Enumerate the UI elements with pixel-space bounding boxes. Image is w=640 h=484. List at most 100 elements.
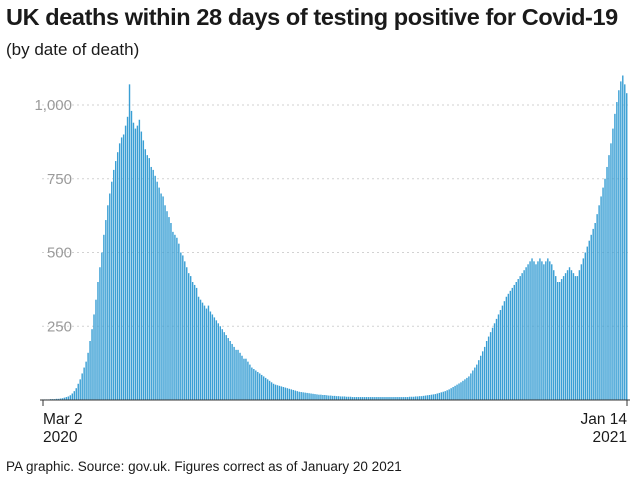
bar xyxy=(369,397,371,400)
bar xyxy=(341,396,344,400)
bar xyxy=(189,276,192,400)
bar xyxy=(116,152,119,400)
bar xyxy=(231,343,233,400)
bar xyxy=(551,264,553,400)
bar xyxy=(124,125,127,401)
bar xyxy=(590,234,592,400)
bar xyxy=(120,137,123,400)
bar xyxy=(503,301,506,400)
bar xyxy=(549,261,551,400)
bar xyxy=(626,93,628,400)
bar xyxy=(140,131,143,401)
bar xyxy=(478,360,480,400)
bar xyxy=(261,374,263,400)
bar xyxy=(568,267,571,400)
bar xyxy=(391,397,393,400)
bar xyxy=(73,391,75,400)
bar xyxy=(387,397,389,400)
bar xyxy=(247,361,249,400)
bar xyxy=(476,364,478,400)
bar xyxy=(497,314,500,400)
bar xyxy=(470,373,472,400)
bar xyxy=(343,396,346,400)
bar xyxy=(624,84,626,400)
bar xyxy=(79,379,81,400)
bar xyxy=(332,395,334,400)
bar xyxy=(146,155,148,400)
bar xyxy=(566,270,569,400)
bar xyxy=(359,397,362,400)
bar xyxy=(618,90,620,400)
bar xyxy=(509,290,512,400)
bar xyxy=(448,389,450,400)
bar xyxy=(547,258,549,400)
bar xyxy=(606,166,608,400)
bar xyxy=(207,305,210,400)
bar xyxy=(373,397,375,400)
bar xyxy=(422,395,425,400)
bar xyxy=(126,116,129,401)
bar xyxy=(176,237,178,400)
bar xyxy=(371,397,373,400)
bar xyxy=(527,264,529,400)
bar xyxy=(174,234,176,400)
bar xyxy=(215,320,218,400)
bar xyxy=(77,383,79,400)
bar xyxy=(462,380,464,400)
bar xyxy=(195,287,198,400)
bar xyxy=(130,110,133,401)
bar xyxy=(160,193,162,400)
bar xyxy=(294,390,296,400)
bar xyxy=(324,394,326,400)
bar xyxy=(154,175,156,400)
bar xyxy=(466,377,468,401)
bar xyxy=(99,267,101,400)
bar xyxy=(211,314,214,400)
bar xyxy=(237,349,239,400)
bar xyxy=(375,397,377,400)
bar xyxy=(221,329,223,400)
bar xyxy=(306,392,308,400)
bar xyxy=(610,143,612,400)
bar xyxy=(381,397,383,400)
bar xyxy=(428,394,431,400)
bar xyxy=(264,377,267,401)
bar xyxy=(480,355,482,400)
bar xyxy=(118,143,121,400)
bar xyxy=(594,223,596,400)
bar xyxy=(304,392,306,401)
bar xyxy=(300,392,302,400)
bar xyxy=(111,181,113,400)
bar xyxy=(598,205,600,400)
bar xyxy=(142,140,145,400)
bar xyxy=(564,273,567,400)
bar xyxy=(608,155,610,400)
bar xyxy=(555,276,557,400)
bar xyxy=(83,367,85,400)
bar xyxy=(290,389,293,400)
bar xyxy=(414,396,417,400)
bar xyxy=(403,397,405,400)
bar xyxy=(602,187,604,400)
bar xyxy=(507,293,510,400)
bar xyxy=(272,383,275,400)
bar xyxy=(229,341,231,400)
bar xyxy=(410,396,413,400)
bar xyxy=(259,373,261,400)
bar xyxy=(103,234,105,400)
bar xyxy=(505,296,508,400)
chart-subtitle: (by date of death) xyxy=(6,40,140,59)
bar xyxy=(515,282,517,400)
bar xyxy=(239,352,241,400)
bar xyxy=(556,282,559,400)
bar xyxy=(67,396,70,400)
bar xyxy=(412,396,415,400)
bar xyxy=(109,193,111,400)
bar xyxy=(164,205,166,400)
bar xyxy=(367,397,369,400)
bar xyxy=(491,327,494,400)
bar xyxy=(156,181,158,400)
bar xyxy=(357,397,360,400)
bar xyxy=(162,196,164,400)
